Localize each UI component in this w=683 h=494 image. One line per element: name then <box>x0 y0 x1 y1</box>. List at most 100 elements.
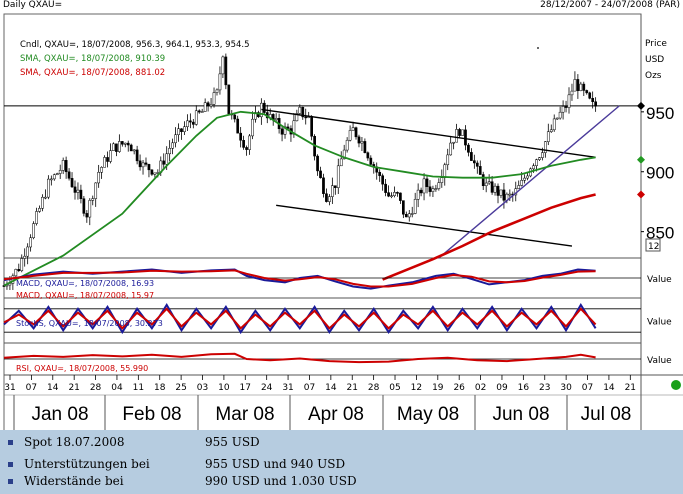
x-day-label: 21 <box>347 383 358 393</box>
info-row-support: Unterstützungen bei 955 USD und 940 USD <box>0 456 683 474</box>
candle-body <box>88 200 92 218</box>
candle-body <box>396 192 399 194</box>
candle-body <box>150 169 154 175</box>
x-day-label: 19 <box>432 383 444 393</box>
candle-body <box>194 110 198 125</box>
candle-body <box>413 199 417 214</box>
candle-body <box>535 159 538 166</box>
candle-body <box>523 177 526 181</box>
x-day-label: 28 <box>90 383 102 393</box>
candle-body <box>215 89 219 93</box>
candle-body <box>301 106 305 118</box>
candle-body <box>564 106 568 108</box>
candle-body <box>443 164 447 178</box>
status-dot-icon <box>671 380 681 390</box>
candle-body <box>393 192 396 196</box>
info-value: 955 USD <box>205 435 260 449</box>
candle-body <box>123 142 127 145</box>
candle-body <box>410 213 414 215</box>
candle-body <box>470 152 473 161</box>
candle-body <box>464 129 467 146</box>
candle-body <box>100 167 103 173</box>
info-value: 955 USD und 940 USD <box>205 457 346 471</box>
candle-body <box>319 170 322 179</box>
candle-body <box>331 185 334 197</box>
x-day-label: 04 <box>111 383 123 393</box>
candle-body <box>357 136 361 144</box>
info-row-resistance: Widerstände bei 990 USD und 1.030 USD <box>0 473 683 491</box>
info-row-spot: Spot 18.07.2008 955 USD <box>0 434 683 452</box>
candle-body <box>342 149 346 160</box>
candle-body <box>487 181 491 184</box>
candle-body <box>425 178 429 187</box>
candle-body <box>339 158 343 167</box>
candle-body <box>206 102 210 107</box>
candle-body <box>144 162 148 165</box>
candle-body <box>49 178 53 181</box>
candle-body <box>594 101 597 107</box>
x-month-label: Mar 08 <box>215 404 274 425</box>
date-range: 28/12/2007 - 24/07/2008 (PAR) <box>540 0 680 10</box>
chart-title: Daily QXAU= <box>3 0 63 10</box>
candle-body <box>363 141 367 153</box>
candle-body <box>517 185 521 189</box>
x-day-label: 14 <box>603 383 615 393</box>
x-day-label: 18 <box>154 383 166 393</box>
candle-body <box>360 141 364 144</box>
candle-body <box>416 189 420 200</box>
candle-body <box>183 126 186 132</box>
axis-layer: 31 07 14 21 28 04 11 18 25 03 10 17 24 31 07 14 21 28 05 12… <box>4 375 681 430</box>
candle-body <box>203 102 207 112</box>
candle-body <box>79 189 83 199</box>
info-label: Spot 18.07.2008 <box>24 435 125 449</box>
candle-body <box>532 165 535 170</box>
candle-body <box>475 162 479 167</box>
candle-body <box>588 92 592 99</box>
candle-body <box>17 269 21 272</box>
candle-body <box>570 90 574 96</box>
axis-title-line: Price <box>645 39 667 49</box>
candle-body <box>141 162 145 168</box>
candle-body <box>345 139 349 151</box>
candle-body <box>322 177 325 194</box>
scale-box <box>645 238 661 252</box>
x-day-label: 02 <box>475 383 486 393</box>
candle-body <box>490 181 494 193</box>
candle-body <box>493 185 497 193</box>
last-value-marker <box>637 190 645 199</box>
candle-body <box>434 188 438 190</box>
legend-layer: Cndl, QXAU=, 18/07/2008, 956.3, 964.1, 9… <box>16 40 250 373</box>
candle-body <box>472 160 476 164</box>
y-tick-label: 950 <box>646 104 674 123</box>
candle-body <box>200 111 204 113</box>
candle-body <box>212 92 216 105</box>
bullet-icon <box>8 479 13 484</box>
candle-body <box>499 189 503 196</box>
last-value-marker <box>637 101 645 110</box>
y-tick-label: 850 <box>646 224 674 243</box>
candle-body <box>458 129 461 136</box>
candle-body <box>251 118 254 137</box>
candle-body <box>115 143 118 152</box>
rsi-series-line <box>3 352 596 364</box>
x-day-label: 21 <box>625 383 636 393</box>
candle-body <box>274 118 278 121</box>
candle-body <box>106 157 109 162</box>
candle-body <box>209 104 213 107</box>
candle-body <box>82 198 86 214</box>
info-value: 990 USD und 1.030 USD <box>205 474 357 488</box>
candle-body <box>333 185 337 188</box>
dot-marker <box>537 47 539 49</box>
x-month-label: Jan 08 <box>31 404 88 425</box>
x-month-label: Feb 08 <box>122 404 181 425</box>
candle-body <box>579 83 583 91</box>
candle-body <box>325 193 328 202</box>
candle-body <box>180 128 183 132</box>
candle-body <box>348 130 352 141</box>
candle-body <box>135 149 139 162</box>
axis-title-line: Ozs <box>645 71 662 81</box>
x-day-label: 07 <box>582 383 593 393</box>
candle-body <box>91 198 95 201</box>
candle-body <box>298 106 302 114</box>
